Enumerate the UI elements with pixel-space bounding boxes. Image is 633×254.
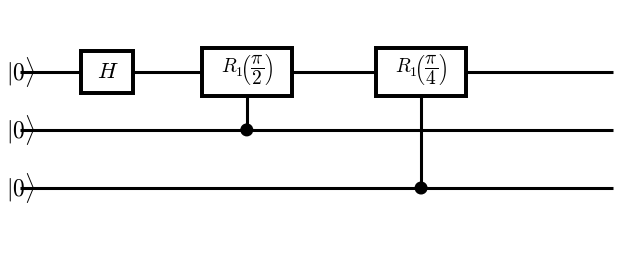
Bar [81, 51, 134, 93]
Text: $H$: $H$ [97, 61, 118, 83]
Text: $|0\rangle$: $|0\rangle$ [6, 55, 35, 89]
Bar [202, 48, 292, 96]
Text: $R_1\!\left(\dfrac{\pi}{2}\right)$: $R_1\!\left(\dfrac{\pi}{2}\right)$ [221, 52, 273, 87]
Text: $R_1\!\left(\dfrac{\pi}{4}\right)$: $R_1\!\left(\dfrac{\pi}{4}\right)$ [395, 52, 447, 87]
Circle shape [241, 124, 253, 136]
Text: $|0\rangle$: $|0\rangle$ [6, 113, 35, 147]
Text: $|0\rangle$: $|0\rangle$ [6, 171, 35, 205]
Circle shape [415, 182, 427, 194]
Bar [376, 48, 466, 96]
